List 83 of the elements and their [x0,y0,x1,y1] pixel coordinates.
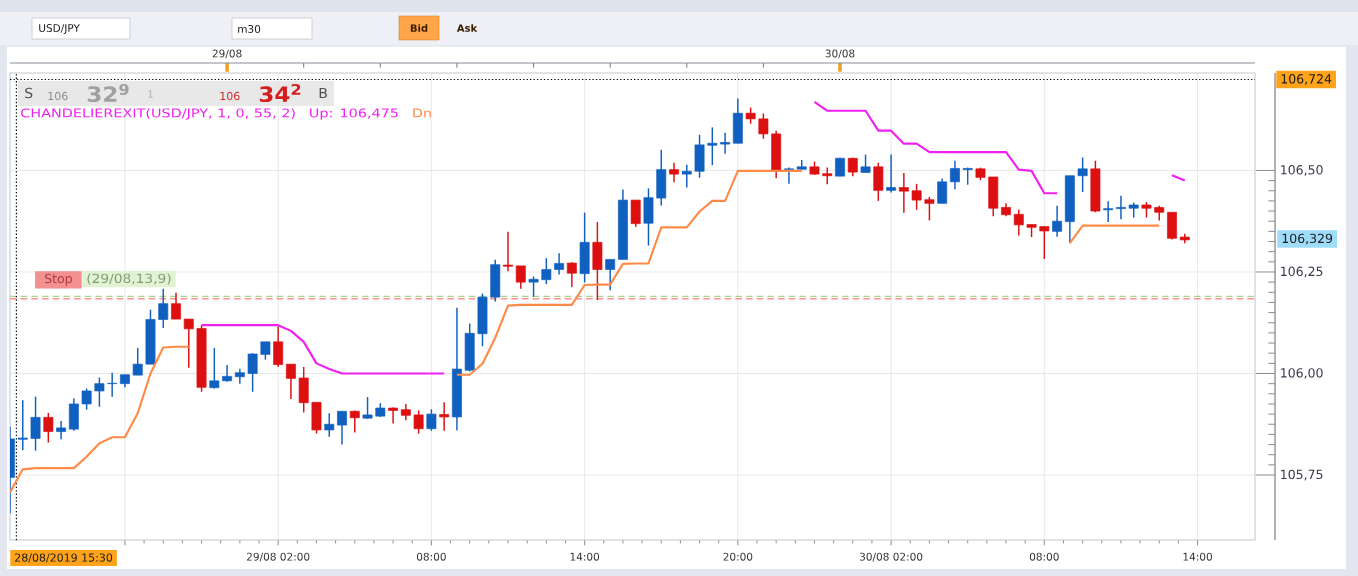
x2-tick-label: 29/08 [212,49,242,59]
x-tick-label: 20:00 [723,552,753,561]
candlestick [503,231,513,272]
legend-title: CHANDELIEREXIT(USD/JPY, 1, 0, 55, 2) [21,108,295,120]
candlestick [1103,200,1114,223]
candlestick [1077,156,1088,193]
candlestick [886,153,897,194]
text: Bid [410,24,428,32]
candlestick [1052,205,1063,238]
candlestick [209,347,220,390]
text: Ask [456,24,478,32]
candlestick [183,318,194,369]
candlestick [413,409,424,435]
candlestick [337,410,347,446]
candlestick [758,112,769,140]
candlestick [273,325,284,368]
y-tick-label: 106,50 [1281,165,1323,176]
candlestick [554,252,565,276]
annotation: 106 [48,91,68,101]
annotation: 32$^{9}$ [87,83,129,103]
candlestick [132,347,143,376]
x-tick-label: 08:00 [1029,552,1059,561]
ref-line-label: 106,724 [1281,74,1332,85]
candlestick [784,166,794,185]
candlestick [1039,225,1050,260]
candlestick [171,291,181,320]
candlestick [669,162,679,183]
candlestick [720,131,731,155]
candlestick [439,401,450,432]
candlestick [158,287,169,329]
x-tick-label: 14:00 [570,552,600,561]
candlestick [56,420,67,441]
candlestick [605,258,616,291]
y-tick-label: 105,75 [1281,469,1323,481]
candlestick [898,172,909,214]
candlestick [388,406,399,425]
annotation: (29/08,13,9) [87,273,171,285]
candlestick [362,396,373,420]
candlestick [528,275,539,298]
candlestick [94,376,105,408]
ref-line-label: Stop [45,273,72,286]
x-tick-label: 08:00 [416,552,446,561]
annotation: 34$^{2}$ [259,83,301,103]
candlestick [222,364,233,383]
candlestick [1116,194,1126,220]
candlestick [247,352,258,393]
x-tick-label: 29/08 02:00 [246,552,310,562]
text: m30 [238,25,261,33]
y-tick-label: 106,25 [1281,266,1323,278]
candlestick [43,412,54,444]
x-tick-label: 30/08 02:00 [859,552,923,562]
candlestick [426,408,437,432]
annotation: 106 [220,91,240,101]
candlestick [924,196,935,222]
candlestick [234,367,245,385]
text: Up: 106,475 [310,108,398,120]
candlestick [81,387,92,411]
candlestick [1013,208,1024,237]
candlestick [107,371,118,398]
x2-tick-label: 30/08 [825,49,855,59]
text: Dn [413,108,431,118]
candlestick [515,265,526,290]
candlestick [630,199,641,228]
candlestick [566,261,577,288]
candlestick [286,363,296,400]
candlestick [324,412,335,438]
candlestick [950,159,960,190]
annotation: S [25,87,33,99]
text: USD/JPY [39,24,80,34]
candlestick [349,409,360,434]
candlestick [707,126,718,166]
candlestick [541,257,552,285]
candlestick [873,162,884,202]
y-tick-label: 106,00 [1281,368,1323,379]
candlestick [911,183,922,211]
candlestick [681,164,692,189]
candlestick [30,395,41,452]
annotation: B [319,87,327,99]
x-tick-label: 14:00 [1183,552,1212,561]
candlestick [17,399,28,451]
candlestick [937,177,948,205]
text: 106,329 [1282,233,1333,245]
text: 28/08/2019 15:30 [15,553,113,563]
